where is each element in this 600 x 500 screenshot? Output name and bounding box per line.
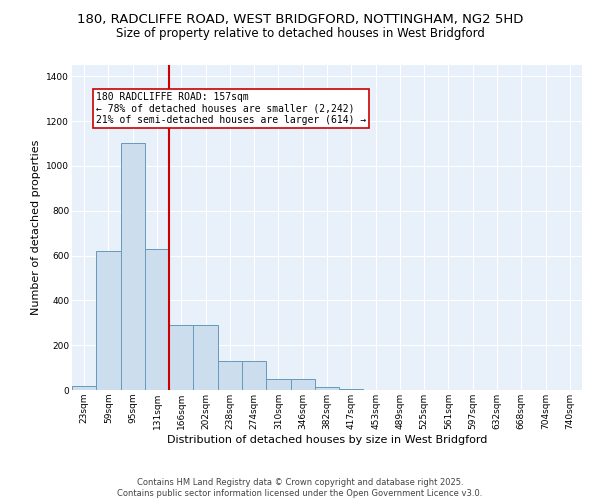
Bar xyxy=(193,325,218,390)
X-axis label: Distribution of detached houses by size in West Bridgford: Distribution of detached houses by size … xyxy=(167,434,487,444)
Text: 180 RADCLIFFE ROAD: 157sqm
← 78% of detached houses are smaller (2,242)
21% of s: 180 RADCLIFFE ROAD: 157sqm ← 78% of deta… xyxy=(96,92,367,125)
Bar xyxy=(145,249,169,390)
Y-axis label: Number of detached properties: Number of detached properties xyxy=(31,140,41,315)
Bar xyxy=(339,389,364,390)
Bar xyxy=(290,379,315,390)
Text: Size of property relative to detached houses in West Bridgford: Size of property relative to detached ho… xyxy=(116,28,484,40)
Bar xyxy=(242,361,266,390)
Bar xyxy=(218,361,242,390)
Text: Contains HM Land Registry data © Crown copyright and database right 2025.
Contai: Contains HM Land Registry data © Crown c… xyxy=(118,478,482,498)
Bar xyxy=(72,386,96,390)
Text: 180, RADCLIFFE ROAD, WEST BRIDGFORD, NOTTINGHAM, NG2 5HD: 180, RADCLIFFE ROAD, WEST BRIDGFORD, NOT… xyxy=(77,12,523,26)
Bar xyxy=(121,144,145,390)
Bar xyxy=(169,325,193,390)
Bar xyxy=(315,386,339,390)
Bar xyxy=(96,251,121,390)
Bar xyxy=(266,379,290,390)
